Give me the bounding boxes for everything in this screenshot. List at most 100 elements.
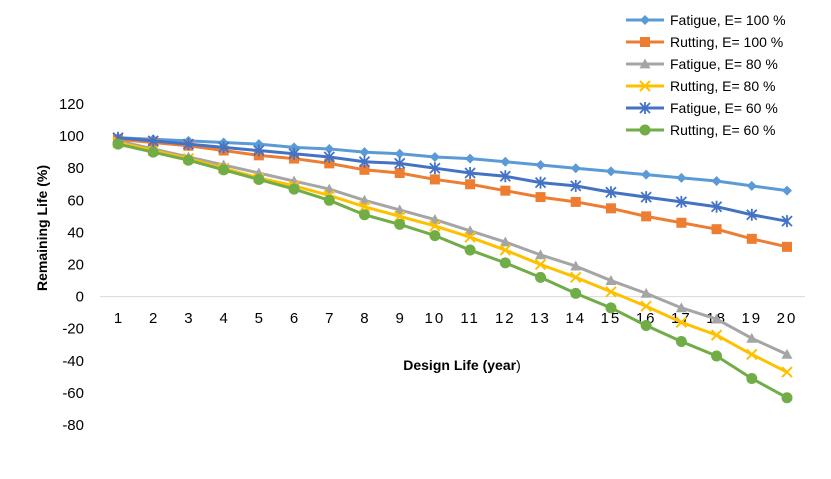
legend-item: Rutting, E= 80 % bbox=[626, 78, 775, 94]
data-point bbox=[499, 257, 511, 269]
data-point bbox=[465, 153, 476, 164]
data-point bbox=[711, 350, 723, 362]
data-point bbox=[359, 147, 370, 158]
data-point bbox=[147, 146, 159, 158]
data-point bbox=[640, 300, 652, 312]
data-point bbox=[711, 313, 723, 324]
data-point bbox=[781, 348, 793, 359]
y-tick-label: 120 bbox=[59, 96, 84, 113]
legend-label: Fatigue, E= 60 % bbox=[670, 100, 778, 116]
data-point bbox=[429, 230, 441, 242]
x-tick-label: 8 bbox=[360, 310, 368, 327]
legend-label: Fatigue, E= 100 % bbox=[670, 12, 786, 28]
data-point bbox=[499, 170, 511, 183]
data-point bbox=[288, 183, 300, 195]
data-point bbox=[605, 302, 617, 314]
data-point bbox=[182, 154, 194, 166]
data-point bbox=[429, 220, 441, 232]
data-point bbox=[570, 271, 582, 284]
data-point bbox=[746, 180, 757, 191]
data-point bbox=[465, 179, 476, 190]
data-point bbox=[289, 142, 300, 153]
y-tick-label: 40 bbox=[67, 224, 84, 241]
x-tick-label: 9 bbox=[396, 310, 404, 327]
data-point bbox=[675, 316, 688, 328]
data-point bbox=[429, 151, 440, 162]
data-point bbox=[464, 244, 476, 256]
data-point bbox=[570, 163, 581, 174]
legend-swatch-marker bbox=[639, 80, 651, 92]
data-point bbox=[781, 366, 793, 378]
series-line bbox=[117, 137, 788, 249]
data-point bbox=[324, 158, 335, 169]
series-line bbox=[117, 136, 788, 193]
data-point bbox=[253, 173, 265, 185]
data-point bbox=[605, 203, 616, 214]
data-point bbox=[605, 186, 617, 199]
y-tick-label: -80 bbox=[62, 417, 84, 434]
data-point bbox=[746, 348, 758, 361]
series-4 bbox=[112, 136, 793, 378]
y-tick-label: 80 bbox=[67, 160, 84, 177]
data-point bbox=[605, 275, 617, 285]
x-tick-label: 7 bbox=[325, 310, 333, 327]
data-point bbox=[676, 217, 687, 228]
data-point bbox=[218, 164, 230, 176]
data-point bbox=[570, 260, 582, 271]
x-axis-title-paren: ) bbox=[516, 357, 521, 373]
data-point bbox=[358, 209, 370, 221]
data-point bbox=[253, 144, 265, 157]
x-tick-label: 3 bbox=[184, 310, 192, 327]
data-point bbox=[393, 210, 406, 223]
data-point bbox=[640, 191, 652, 204]
legend-label: Rutting, E= 80 % bbox=[670, 78, 775, 94]
legend-item: Fatigue, E= 100 % bbox=[626, 12, 786, 28]
data-point bbox=[746, 233, 757, 244]
series-line bbox=[117, 139, 788, 356]
x-tick-label: 20 bbox=[777, 310, 798, 327]
legend-item: Fatigue, E= 80 % bbox=[626, 56, 778, 72]
data-point bbox=[640, 319, 652, 331]
data-point bbox=[641, 211, 652, 222]
data-point bbox=[781, 215, 793, 228]
data-point bbox=[429, 174, 440, 185]
data-point bbox=[499, 236, 511, 247]
data-point bbox=[394, 157, 406, 170]
y-tick-label: 100 bbox=[59, 128, 84, 145]
data-point bbox=[323, 183, 335, 194]
data-point bbox=[535, 271, 547, 283]
data-point bbox=[358, 155, 371, 168]
data-point bbox=[323, 194, 335, 206]
data-point bbox=[253, 139, 264, 150]
data-point bbox=[570, 196, 581, 207]
data-point bbox=[394, 168, 405, 179]
x-tick-label: 2 bbox=[149, 310, 157, 327]
legend-item: Rutting, E= 60 % bbox=[626, 122, 775, 138]
x-tick-label: 10 bbox=[425, 310, 446, 327]
data-point bbox=[711, 176, 722, 187]
data-point bbox=[676, 172, 687, 183]
data-point bbox=[464, 167, 476, 180]
data-point bbox=[464, 231, 476, 243]
data-point bbox=[323, 150, 335, 163]
y-tick-label: 20 bbox=[67, 257, 84, 274]
data-point bbox=[288, 147, 300, 160]
data-point bbox=[429, 214, 441, 224]
data-point bbox=[710, 200, 723, 213]
data-point bbox=[535, 159, 546, 170]
data-point bbox=[499, 244, 512, 256]
x-tick-label: 4 bbox=[219, 310, 227, 327]
legend-swatch-marker bbox=[640, 15, 650, 25]
legend-label: Rutting, E= 100 % bbox=[670, 34, 783, 50]
x-tick-label: 13 bbox=[530, 310, 551, 327]
data-point bbox=[570, 287, 582, 299]
y-axis-ticks: 120 100 80 60 40 20 0 -20 -40 -60 -80 bbox=[59, 96, 84, 434]
data-point bbox=[535, 249, 547, 260]
x-tick-label: 12 bbox=[495, 310, 516, 327]
legend-swatch-marker bbox=[640, 37, 650, 47]
data-point bbox=[534, 258, 547, 271]
data-point bbox=[324, 143, 335, 154]
series-group bbox=[112, 131, 793, 404]
data-point bbox=[782, 241, 792, 252]
y-axis-title: Remaining Life (%) bbox=[34, 165, 50, 291]
